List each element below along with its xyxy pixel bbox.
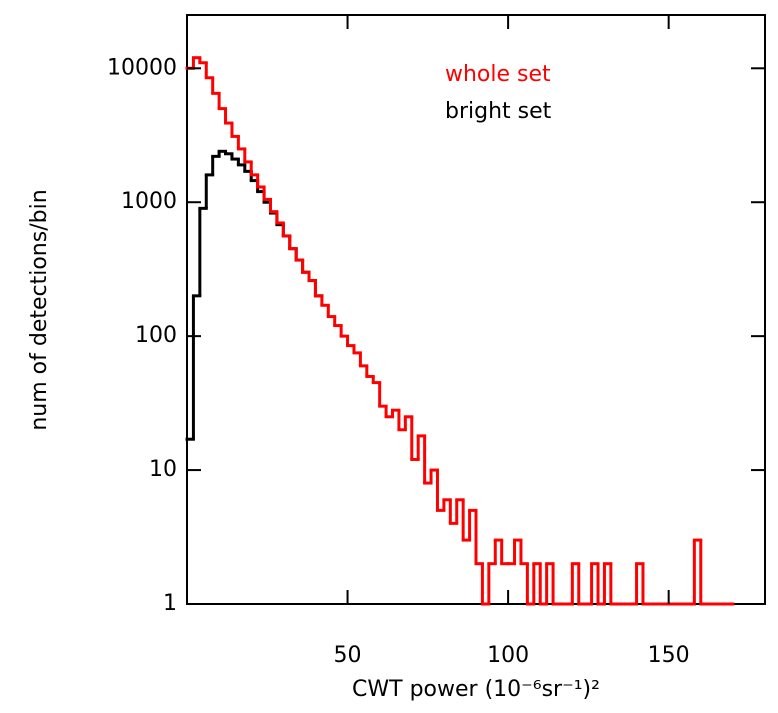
y-tick-label: 100 [135,323,177,348]
y-tick-label: 1000 [121,189,177,214]
x-axis-label: CWT power (10⁻⁶sr⁻¹)² [352,677,600,702]
x-tick-label: 100 [487,643,529,668]
y-tick-label: 10 [149,457,177,482]
legend-entry: whole set [445,62,551,87]
y-tick-label: 10000 [107,55,177,80]
y-axis-label: num of detections/bin [27,189,52,430]
plot-frame [186,14,766,605]
y-tick-label: 1 [163,591,177,616]
series-group [185,56,735,606]
x-tick-label: 50 [334,643,362,668]
legend-entry: bright set [445,99,552,124]
x-tick-label: 150 [648,643,690,668]
